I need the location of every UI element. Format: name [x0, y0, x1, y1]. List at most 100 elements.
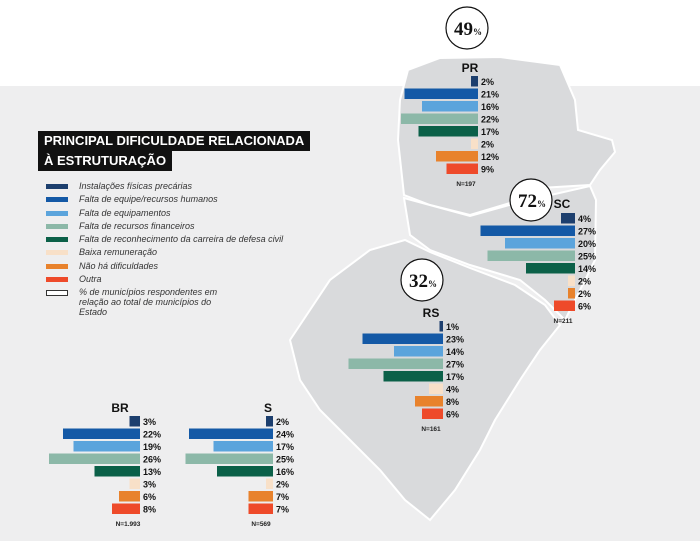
bar — [217, 466, 273, 477]
bar — [429, 383, 443, 394]
percent-unit: % — [428, 279, 437, 289]
data-label: 8% — [143, 505, 156, 515]
legend-swatch — [46, 277, 68, 283]
legend-item: Falta de equipamentos — [46, 208, 283, 218]
bar — [471, 138, 478, 149]
data-label: 2% — [276, 417, 289, 427]
group-label-rs: RS — [423, 306, 440, 320]
data-label: 27% — [446, 360, 464, 370]
sample-size: N=569 — [251, 521, 271, 528]
bar — [129, 478, 140, 489]
bar — [63, 428, 140, 439]
title-line-1: PRINCIPAL DIFICULDADE RELACIONADA — [38, 131, 311, 151]
legend-swatch — [46, 250, 68, 256]
bar — [119, 491, 140, 502]
bar — [568, 275, 575, 286]
bar — [418, 126, 478, 137]
legend: Instalações físicas precárias Falta de eq… — [46, 181, 283, 321]
bar — [185, 453, 273, 464]
bar — [422, 408, 443, 419]
data-label: 2% — [578, 277, 591, 287]
bar — [362, 333, 443, 344]
data-label: 27% — [578, 227, 596, 237]
percent-unit: % — [473, 27, 482, 37]
respondents-circle — [400, 258, 444, 302]
legend-label: Outra — [79, 274, 102, 285]
group-label-pr: PR — [462, 61, 479, 75]
bar — [348, 358, 443, 369]
bar — [554, 300, 575, 311]
bar — [471, 76, 478, 87]
legend-item: Falta de recursos financeiros — [46, 221, 283, 231]
data-label: 24% — [276, 430, 294, 440]
data-label: 21% — [481, 90, 499, 100]
group-label-s: S — [264, 401, 272, 415]
data-label: 8% — [446, 397, 459, 407]
bar — [404, 88, 478, 99]
legend-label: Falta de recursos financeiros — [79, 220, 195, 231]
sample-size: N=161 — [421, 426, 441, 433]
data-label: 13% — [143, 467, 161, 477]
bar — [446, 163, 478, 174]
legend-label: Falta de reconhecimento da carreira de d… — [79, 234, 284, 245]
bar — [94, 466, 140, 477]
legend-label: Falta de equipe/recursos humanos — [79, 194, 218, 205]
data-label: 26% — [143, 455, 161, 465]
bar — [422, 101, 478, 112]
bar — [248, 491, 273, 502]
legend-label: % de municípios respondentes em relação … — [79, 287, 218, 318]
bar — [561, 213, 575, 224]
data-label: 2% — [578, 289, 591, 299]
legend-item: Falta de equipe/recursos humanos — [46, 194, 283, 204]
bar — [394, 346, 443, 357]
bar — [436, 151, 478, 162]
data-label: 17% — [276, 442, 294, 452]
data-label: 2% — [481, 77, 494, 87]
legend-swatch — [46, 263, 68, 269]
legend-swatch — [46, 184, 68, 189]
data-label: 22% — [143, 430, 161, 440]
data-label: 4% — [578, 214, 591, 224]
data-label: 25% — [276, 455, 294, 465]
bar — [213, 441, 273, 452]
data-label: 20% — [578, 239, 596, 249]
legend-swatch — [46, 210, 68, 216]
bar — [526, 263, 575, 274]
legend-swatch-outline — [46, 290, 68, 297]
data-label: 16% — [276, 467, 294, 477]
title-line-2: À ESTRUTURAÇÃO — [38, 151, 173, 171]
legend-swatch — [46, 237, 68, 243]
legend-item: % de municípios respondentes em relação … — [46, 287, 283, 317]
data-label: 16% — [481, 102, 499, 112]
bar — [49, 453, 140, 464]
data-label: 17% — [481, 127, 499, 137]
sample-size: N=1.993 — [116, 521, 141, 528]
bar — [248, 503, 273, 514]
data-label: 6% — [578, 302, 591, 312]
respondents-circle — [509, 178, 553, 222]
data-label: 4% — [446, 385, 459, 395]
data-label: 14% — [578, 264, 596, 274]
legend-item: Falta de reconhecimento da carreira de d… — [46, 234, 283, 244]
data-label: 6% — [143, 492, 156, 502]
bar — [73, 441, 140, 452]
bar — [505, 238, 575, 249]
chart-title: PRINCIPAL DIFICULDADE RELACIONADA À ESTRU… — [38, 131, 311, 171]
data-label: 12% — [481, 152, 499, 162]
group-label-sc: SC — [554, 197, 571, 211]
bar — [415, 396, 443, 407]
bar — [266, 416, 273, 427]
percent-unit: % — [537, 199, 546, 209]
data-label: 2% — [276, 480, 289, 490]
data-label: 3% — [143, 480, 156, 490]
respondents-circle — [445, 6, 489, 50]
bar — [568, 288, 575, 299]
legend-label: Falta de equipamentos — [79, 207, 171, 218]
data-label: 9% — [481, 165, 494, 175]
legend-swatch — [46, 197, 68, 203]
legend-item: Instalações físicas precárias — [46, 181, 283, 191]
legend-item: Não há dificuldades — [46, 261, 283, 271]
bar — [189, 428, 273, 439]
